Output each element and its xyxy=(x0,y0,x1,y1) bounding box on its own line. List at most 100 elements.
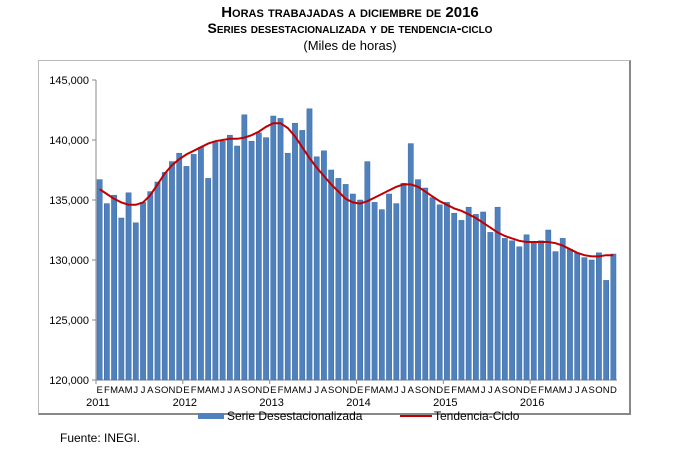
bar xyxy=(96,179,103,381)
legend-line-label: Tendencia-Ciclo xyxy=(434,409,520,423)
bar xyxy=(284,152,291,381)
bar xyxy=(451,212,458,381)
x-tick-label: N xyxy=(169,385,176,396)
bar xyxy=(190,154,197,381)
chart-frame xyxy=(38,60,631,415)
bar xyxy=(241,114,248,381)
bar xyxy=(494,206,501,381)
bar xyxy=(530,241,537,381)
bar xyxy=(378,209,385,381)
x-tick-label: E xyxy=(444,385,450,396)
x-tick-label: M xyxy=(385,385,393,396)
x-tick-label: J xyxy=(394,385,399,396)
x-tick-label: D xyxy=(263,385,270,396)
x-tick-label: O xyxy=(422,385,429,396)
bar xyxy=(176,152,183,381)
bar xyxy=(299,130,306,381)
bar xyxy=(227,134,233,381)
bar xyxy=(588,259,595,381)
bar xyxy=(234,145,240,381)
bar xyxy=(429,197,436,381)
bar xyxy=(169,161,175,381)
x-tick-label: J xyxy=(220,385,225,396)
x-tick-label: M xyxy=(559,385,567,396)
bar xyxy=(198,146,204,381)
bar xyxy=(357,199,363,381)
x-tick-label: M xyxy=(197,385,205,396)
bar xyxy=(473,214,479,381)
bar xyxy=(183,166,190,381)
x-tick-label: J xyxy=(133,385,138,396)
x-tick-label: M xyxy=(298,385,306,396)
x-tick-label: J xyxy=(481,385,486,396)
bar xyxy=(386,193,392,381)
x-tick-label: M xyxy=(284,385,292,396)
bar xyxy=(147,191,154,381)
x-tick-label: A xyxy=(147,385,154,396)
x-tick-label: M xyxy=(544,385,552,396)
chart-title: Horas trabajadas a diciembre de 2016 xyxy=(221,4,479,21)
bar xyxy=(610,253,617,381)
x-tick-label: J xyxy=(307,385,312,396)
bar xyxy=(552,251,559,381)
x-tick-label: M xyxy=(110,385,118,396)
x-tick-label: N xyxy=(342,385,349,396)
x-tick-label: J xyxy=(401,385,406,396)
legend-bar-swatch xyxy=(198,413,224,419)
bar xyxy=(248,140,255,381)
x-tick-label: O xyxy=(508,385,515,396)
bar xyxy=(458,220,465,381)
x-tick-label: M xyxy=(457,385,465,396)
year-label: 2015 xyxy=(433,397,457,409)
bar xyxy=(422,187,429,381)
bar xyxy=(270,115,277,381)
x-tick-label: E xyxy=(183,385,189,396)
x-tick-label: A xyxy=(494,385,501,396)
bar xyxy=(538,240,544,381)
y-tick-label: 140,000 xyxy=(49,135,89,147)
bar xyxy=(487,232,494,381)
x-tick-label: A xyxy=(321,385,328,396)
bar xyxy=(545,229,552,381)
x-tick-label: D xyxy=(436,385,443,396)
x-tick-label: N xyxy=(255,385,262,396)
bar xyxy=(118,217,125,381)
bar xyxy=(219,140,226,381)
year-label: 2011 xyxy=(86,397,110,409)
chart-units: (Miles de horas) xyxy=(303,38,397,53)
year-label: 2014 xyxy=(346,397,370,409)
bar xyxy=(567,248,573,381)
x-tick-label: A xyxy=(465,385,472,396)
bar xyxy=(205,178,212,381)
x-tick-label: S xyxy=(154,385,160,396)
bar xyxy=(415,179,421,381)
bar xyxy=(154,181,161,381)
x-tick-label: A xyxy=(118,385,125,396)
bar xyxy=(509,240,515,381)
bar xyxy=(321,150,327,381)
bar xyxy=(559,238,566,381)
x-tick-label: D xyxy=(523,385,530,396)
bar xyxy=(516,246,523,381)
bar xyxy=(444,202,450,381)
x-tick-label: M xyxy=(125,385,133,396)
x-tick-label: D xyxy=(610,385,617,396)
bar xyxy=(111,194,117,381)
year-label: 2012 xyxy=(173,397,197,409)
x-tick-label: J xyxy=(314,385,319,396)
x-tick-label: S xyxy=(241,385,247,396)
bar xyxy=(603,280,610,381)
x-tick-label: F xyxy=(364,385,370,396)
x-tick-label: A xyxy=(581,385,588,396)
x-tick-label: E xyxy=(531,385,537,396)
x-tick-label: J xyxy=(141,385,146,396)
x-tick-label: E xyxy=(357,385,363,396)
x-tick-label: F xyxy=(278,385,284,396)
x-tick-label: O xyxy=(335,385,342,396)
x-tick-label: F xyxy=(191,385,197,396)
x-tick-label: O xyxy=(248,385,255,396)
x-tick-label: A xyxy=(205,385,212,396)
bar xyxy=(523,234,530,381)
x-tick-label: O xyxy=(161,385,168,396)
bar xyxy=(350,193,356,381)
